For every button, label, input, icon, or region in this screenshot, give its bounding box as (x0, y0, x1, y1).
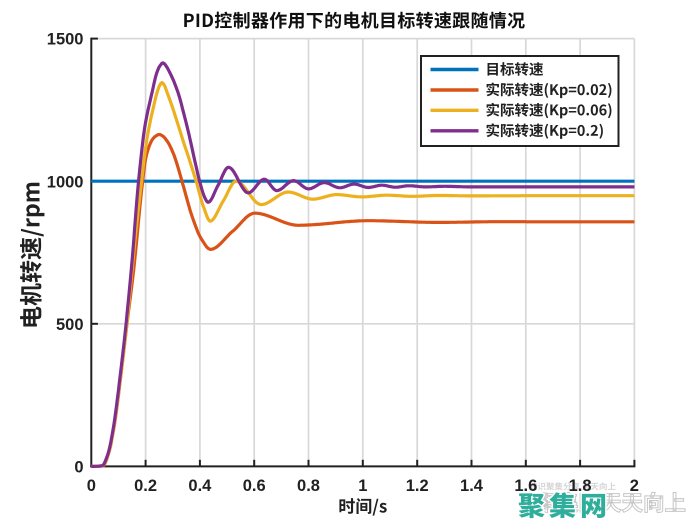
svg-text:0.2: 0.2 (134, 477, 157, 495)
svg-text:0.8: 0.8 (297, 477, 320, 495)
svg-text:0.6: 0.6 (243, 477, 266, 495)
svg-text:0: 0 (74, 459, 83, 477)
svg-text:2: 2 (630, 477, 639, 495)
svg-text:500: 500 (56, 316, 84, 334)
svg-text:1.2: 1.2 (406, 477, 429, 495)
svg-text:1500: 1500 (47, 31, 84, 49)
svg-text:1000: 1000 (47, 173, 84, 191)
svg-text:1.8: 1.8 (569, 477, 592, 495)
svg-text:1.4: 1.4 (460, 477, 484, 495)
svg-text:0.4: 0.4 (188, 477, 212, 495)
svg-text:1: 1 (358, 477, 367, 495)
svg-text:0: 0 (87, 477, 96, 495)
svg-text:1.6: 1.6 (514, 477, 537, 495)
